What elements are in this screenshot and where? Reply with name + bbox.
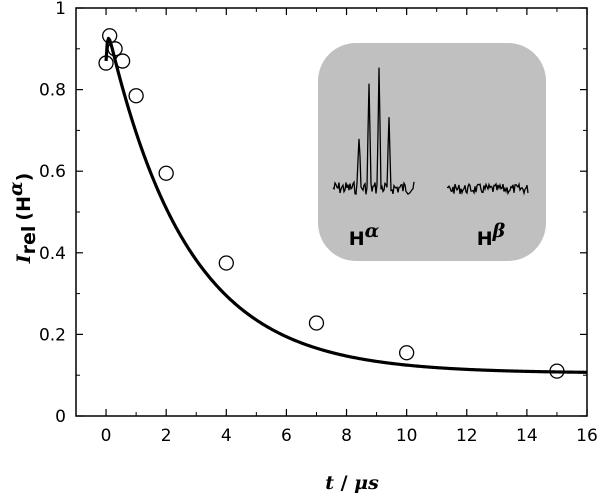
x-tick-label: 2 <box>161 426 172 446</box>
data-point-3 <box>114 53 131 69</box>
y-tick-label: 0.6 <box>39 162 66 182</box>
y-tick-label: 1 <box>55 0 66 19</box>
x-tick-label: 16 <box>576 426 598 446</box>
inset-spectra <box>318 43 546 261</box>
x-axis-label: t / μs <box>325 472 379 494</box>
x-tick-label: 10 <box>396 426 418 446</box>
y-tick-label: 0.4 <box>39 244 66 264</box>
fit-curve-layer <box>104 36 588 374</box>
x-tick-label: 0 <box>101 426 112 446</box>
y-axis-label: Irel(Hα) <box>5 173 40 265</box>
data-point-2 <box>107 41 123 57</box>
spectrum-h-alpha <box>332 67 415 196</box>
inset-panel <box>318 43 546 261</box>
data-point-6 <box>218 255 234 271</box>
fit-curve <box>104 36 588 374</box>
data-point-5 <box>158 165 174 181</box>
x-tick-label: 12 <box>456 426 478 446</box>
y-tick-label: 0 <box>55 407 66 427</box>
inset-label-h-alpha: Hα <box>349 220 380 250</box>
data-point-8 <box>398 345 415 361</box>
data-point-4 <box>128 88 144 104</box>
x-tick-label: 8 <box>341 426 352 446</box>
data-point-9 <box>549 363 565 379</box>
y-tick-label: 0.8 <box>39 81 66 101</box>
inset-label-h-beta: Hβ <box>477 220 506 250</box>
axes: 0 2 4 6 8 10 12 14 16 0 0.2 0.4 0.6 0.8 1 <box>39 0 598 446</box>
data-point-0 <box>98 55 114 71</box>
y-tick-label: 0.2 <box>39 325 66 345</box>
x-tick-label: 4 <box>221 426 232 446</box>
data-point-7 <box>308 315 325 331</box>
x-tick-label: 14 <box>516 426 538 446</box>
data-points <box>98 28 565 379</box>
spectrum-h-beta <box>446 181 529 196</box>
data-point-1 <box>102 28 118 44</box>
x-tick-label: 6 <box>281 426 292 446</box>
